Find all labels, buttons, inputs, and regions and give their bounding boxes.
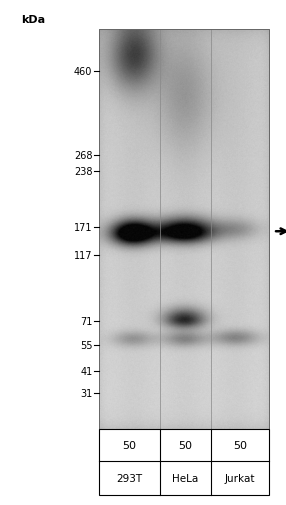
Text: HeLa: HeLa <box>172 473 198 483</box>
Text: 238: 238 <box>74 167 92 177</box>
Text: 50: 50 <box>178 440 192 450</box>
Text: 31: 31 <box>80 388 92 398</box>
Text: 50: 50 <box>233 440 247 450</box>
Bar <box>99 429 269 495</box>
Text: 41: 41 <box>80 367 92 376</box>
Text: 71: 71 <box>80 317 92 327</box>
Bar <box>99 30 269 429</box>
Text: kDa: kDa <box>21 15 45 25</box>
Text: 293T: 293T <box>116 473 142 483</box>
Text: 50: 50 <box>122 440 136 450</box>
Text: 171: 171 <box>74 223 92 233</box>
Text: 55: 55 <box>80 340 92 350</box>
Text: 460: 460 <box>74 67 92 77</box>
Text: 268: 268 <box>74 151 92 161</box>
Text: Jurkat: Jurkat <box>225 473 255 483</box>
Text: 117: 117 <box>74 250 92 261</box>
